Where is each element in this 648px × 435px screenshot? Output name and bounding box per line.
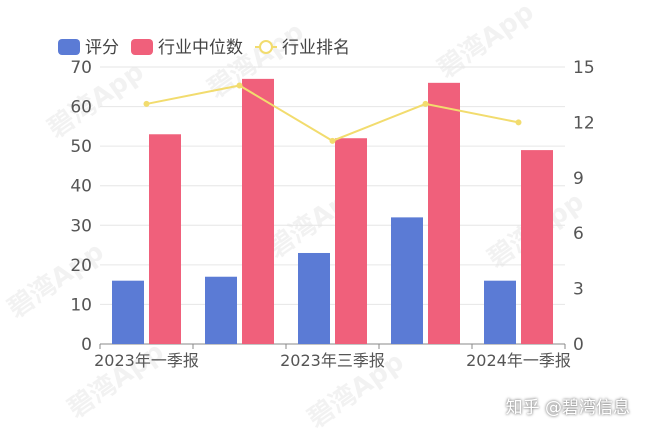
y-left-tick-label: 10 [70,295,92,315]
line-industry-rank [146,84,519,142]
x-tick-label: 2024年一季报 [466,351,571,370]
legend-swatch-marker [259,40,273,54]
y-left-tick-label: 0 [81,335,92,355]
y-right-tick-label: 12 [573,113,595,133]
legend-label: 评分 [85,38,119,58]
credit-text: 知乎 @碧湾信息 [505,398,630,418]
y-right-tick-label: 6 [573,224,584,244]
y-right-tick-label: 9 [573,169,584,189]
bar-industry-median [521,150,553,344]
line-point [143,100,150,107]
line-point [236,82,243,89]
y-right-tick-label: 0 [573,335,584,355]
line-point [329,137,336,144]
bar-industry-median [335,138,367,344]
y-left-tick-label: 20 [70,256,92,276]
bar-industry-median [149,134,181,344]
bar-industry-median [428,82,460,344]
x-tick-label: 2023年一季报 [94,351,199,370]
bar-score [112,280,144,344]
bar-score [205,276,237,344]
legend-label: 行业中位数 [158,38,243,58]
legend-swatch [131,39,153,55]
y-left-tick-label: 40 [70,177,92,197]
bar-score [391,217,423,344]
bar-score [484,280,516,344]
line-point [422,100,429,107]
legend-swatch [58,39,80,55]
y-left-tick-label: 70 [70,58,92,78]
bar-industry-median [242,78,274,344]
x-tick-label: 2023年三季报 [280,351,385,370]
line-point [515,119,522,126]
y-left-tick-label: 50 [70,137,92,157]
bar-score [298,252,330,344]
y-right-tick-label: 3 [573,280,584,300]
y-right-tick-label: 15 [573,58,595,78]
y-left-tick-label: 30 [70,216,92,236]
y-left-tick-label: 60 [70,98,92,118]
legend-label: 行业排名 [282,38,350,58]
